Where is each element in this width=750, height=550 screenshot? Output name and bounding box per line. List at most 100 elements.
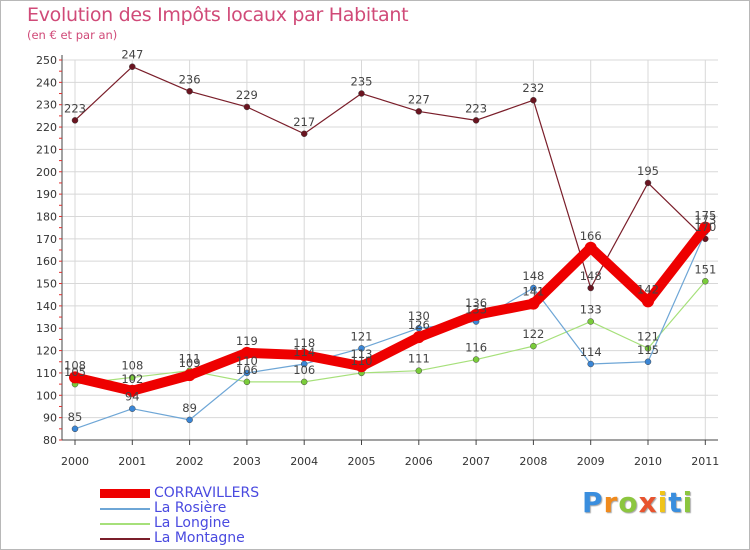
legend-swatch-la-montagne [100, 538, 150, 540]
data-label-corravillers: 136 [465, 296, 487, 310]
legend-item-la-rosiere: La Rosière [100, 500, 320, 517]
x-tick-label: 2005 [348, 455, 376, 468]
y-tick-label: 90 [43, 412, 57, 425]
y-tick-label: 170 [36, 233, 57, 246]
data-label-corravillers: 166 [580, 229, 602, 243]
axes: 8090100110120130140150160170180190200210… [36, 54, 719, 468]
data-label-la-rosiere: 94 [125, 390, 140, 404]
series-line-corravillers [70, 222, 711, 396]
data-point-la-rosiere [644, 358, 652, 366]
data-label-corravillers: 141 [522, 285, 544, 299]
data-point-la-longine [472, 356, 480, 363]
data-point-corravillers [699, 221, 712, 234]
data-point-la-rosiere [243, 369, 251, 377]
data-point-la-longine [587, 318, 594, 325]
data-point-la-rosiere [587, 360, 594, 368]
data-point-la-rosiere [71, 425, 79, 433]
chart-subtitle: (en € et par an) [27, 28, 118, 42]
data-point-corravillers [240, 346, 253, 359]
data-point-corravillers [584, 241, 597, 254]
data-label-corravillers: 118 [293, 336, 315, 350]
data-point-la-longine [243, 378, 251, 386]
data-point-corravillers [412, 331, 425, 344]
data-label-la-montagne: 223 [64, 101, 86, 115]
proxiti-logo: Proxiti [582, 486, 693, 519]
data-label-la-rosiere: 130 [408, 309, 430, 323]
data-label-corravillers: 108 [64, 358, 86, 372]
logo-letter: P [582, 486, 604, 519]
x-tick-label: 2010 [634, 455, 662, 468]
legend-swatch-la-longine [100, 523, 150, 525]
data-label-la-rosiere: 133 [465, 303, 487, 317]
data-point-la-montagne [300, 130, 308, 138]
logo-letter: r [603, 486, 619, 519]
data-point-la-longine [129, 374, 136, 381]
data-label-la-rosiere: 115 [637, 343, 659, 357]
data-point-corravillers [298, 349, 311, 362]
data-label-la-rosiere: 114 [293, 345, 315, 359]
data-label-la-longine: 106 [236, 363, 258, 377]
data-point-la-longine [702, 278, 709, 285]
y-tick-label: 110 [36, 367, 57, 380]
data-label-corravillers: 119 [236, 334, 258, 348]
chart-title: Evolution des Impôts locaux par Habitant [27, 4, 409, 26]
data-label-la-montagne: 195 [637, 164, 659, 178]
data-point-corravillers [642, 295, 654, 308]
x-tick-label: 2001 [118, 455, 146, 468]
data-point-la-rosiere [358, 345, 365, 352]
y-tick-label: 230 [36, 99, 57, 112]
legend-swatch-corravillers [100, 489, 150, 498]
series-line-la-longine [74, 280, 706, 385]
data-point-la-longine [415, 367, 423, 374]
data-label-la-longine: 110 [351, 354, 373, 368]
logo-letter: x [638, 486, 658, 519]
data-point-corravillers [470, 308, 483, 321]
logo-letter: o [618, 486, 639, 519]
legend-item-corravillers: CORRAVILLERS [100, 485, 320, 502]
data-label-la-longine: 105 [64, 365, 86, 379]
x-tick-label: 2000 [61, 455, 89, 468]
logo-letter: i [657, 486, 669, 519]
data-label-la-longine: 133 [580, 303, 602, 317]
y-tick-label: 210 [36, 143, 57, 156]
data-label-corravillers: 102 [121, 372, 143, 386]
data-label-la-montagne: 235 [351, 75, 373, 89]
data-point-la-montagne [186, 88, 193, 95]
data-label-la-longine: 111 [408, 352, 430, 366]
logo-letter: t [668, 486, 683, 519]
data-point-la-montagne [243, 103, 251, 111]
data-point-la-longine [300, 378, 308, 386]
data-label-la-rosiere: 173 [694, 213, 716, 227]
data-label-la-longine: 121 [637, 329, 659, 343]
data-point-corravillers [355, 360, 368, 373]
data-point-la-montagne [415, 108, 423, 115]
data-label-la-longine: 111 [179, 352, 201, 366]
data-label-la-rosiere: 89 [182, 401, 197, 415]
data-label-la-rosiere: 148 [522, 269, 544, 283]
data-label-la-rosiere: 121 [351, 329, 373, 343]
data-label-la-montagne: 148 [580, 269, 602, 283]
data-label-la-montagne: 236 [179, 72, 201, 86]
x-tick-label: 2011 [691, 455, 719, 468]
data-point-la-rosiere [186, 416, 193, 424]
series-line-la-rosiere [74, 231, 706, 430]
y-tick-label: 130 [36, 322, 57, 335]
data-label-la-montagne: 227 [408, 92, 430, 106]
data-label-la-longine: 116 [465, 341, 487, 355]
data-label-la-rosiere: 110 [236, 354, 258, 368]
data-label-corravillers: 113 [351, 347, 373, 361]
data-point-la-longine [530, 342, 537, 350]
y-tick-label: 150 [36, 278, 57, 291]
x-tick-label: 2008 [519, 455, 547, 468]
data-label-la-longine: 151 [694, 262, 716, 276]
data-label-la-montagne: 223 [465, 101, 487, 115]
data-point-corravillers [527, 297, 540, 310]
data-label-la-montagne: 229 [236, 88, 258, 102]
x-tick-label: 2007 [462, 455, 490, 468]
series-line-la-montagne [74, 66, 706, 289]
data-point-la-montagne [644, 179, 652, 187]
data-label-la-longine: 108 [121, 358, 143, 372]
y-tick-label: 140 [36, 300, 57, 313]
data-label-la-montagne: 232 [522, 81, 544, 95]
y-tick-label: 160 [36, 255, 57, 268]
